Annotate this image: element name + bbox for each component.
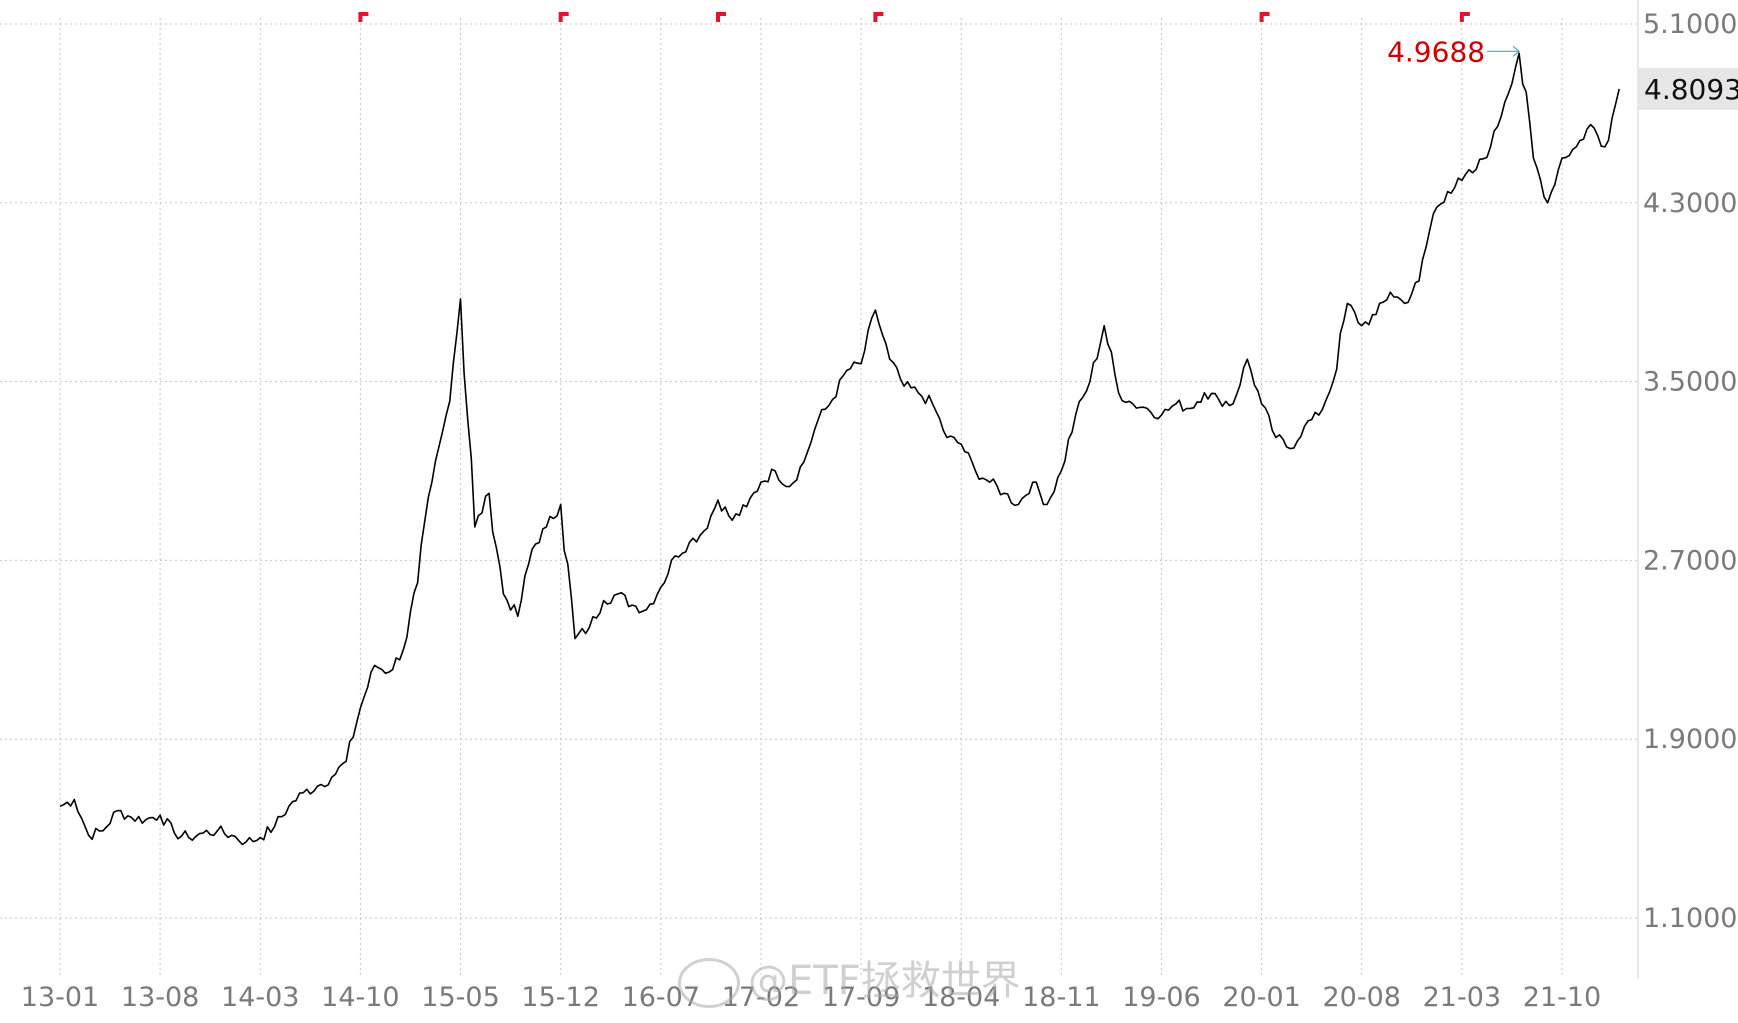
x-tick-label: 14-03 [221, 982, 299, 1013]
weibo-icon [678, 958, 740, 1008]
last-value-label: 4.8093 [1644, 73, 1738, 106]
x-tick-label: 21-03 [1423, 982, 1501, 1013]
y-tick-label: 1.9000 [1643, 724, 1737, 755]
event-marker [1259, 12, 1270, 22]
event-marker [716, 12, 727, 22]
max-value-label: 4.9688 [1387, 35, 1485, 68]
x-axis-ticks: 13-01 13-08 14-03 14-10 15-05 15-12 16-07 17-02… [21, 982, 1601, 1013]
watermark: @ETF拯救世界 [678, 948, 1021, 1008]
y-tick-label: 2.7000 [1643, 545, 1737, 576]
x-tick-label: 20-08 [1322, 982, 1400, 1013]
event-marker [358, 12, 369, 22]
last-value-box [1638, 67, 1738, 110]
y-tick-label: 5.1000 [1643, 9, 1737, 40]
event-marker [1459, 12, 1470, 22]
grid [0, 0, 1639, 978]
x-tick-label: 13-01 [21, 982, 99, 1013]
x-tick-label: 15-12 [521, 982, 599, 1013]
x-tick-label: 20-01 [1222, 982, 1300, 1013]
x-tick-label: 13-08 [121, 982, 199, 1013]
x-tick-label: 19-06 [1122, 982, 1200, 1013]
event-markers [358, 12, 1470, 22]
annotations: 4.9688 4.8093 [1387, 35, 1738, 110]
event-marker [558, 12, 569, 22]
y-axis-ticks: 5.1000 4.3000 3.5000 2.7000 1.9000 1.1000 [1643, 9, 1737, 934]
y-tick-label: 1.1000 [1643, 903, 1737, 934]
y-tick-label: 4.3000 [1643, 188, 1737, 219]
series-layer [59, 52, 1620, 846]
max-pointer-arrow [1512, 45, 1521, 57]
event-marker [873, 12, 884, 22]
x-tick-label: 21-10 [1523, 982, 1601, 1013]
series-line [59, 52, 1620, 846]
watermark-text: @ETF拯救世界 [748, 958, 1021, 1004]
x-tick-label: 18-11 [1022, 982, 1100, 1013]
x-tick-label: 15-05 [421, 982, 499, 1013]
y-tick-label: 3.5000 [1643, 367, 1737, 398]
x-tick-label: 14-10 [321, 982, 399, 1013]
x-tick-label: 18-04 [922, 982, 1000, 1013]
x-tick-label: 17-09 [822, 982, 900, 1013]
